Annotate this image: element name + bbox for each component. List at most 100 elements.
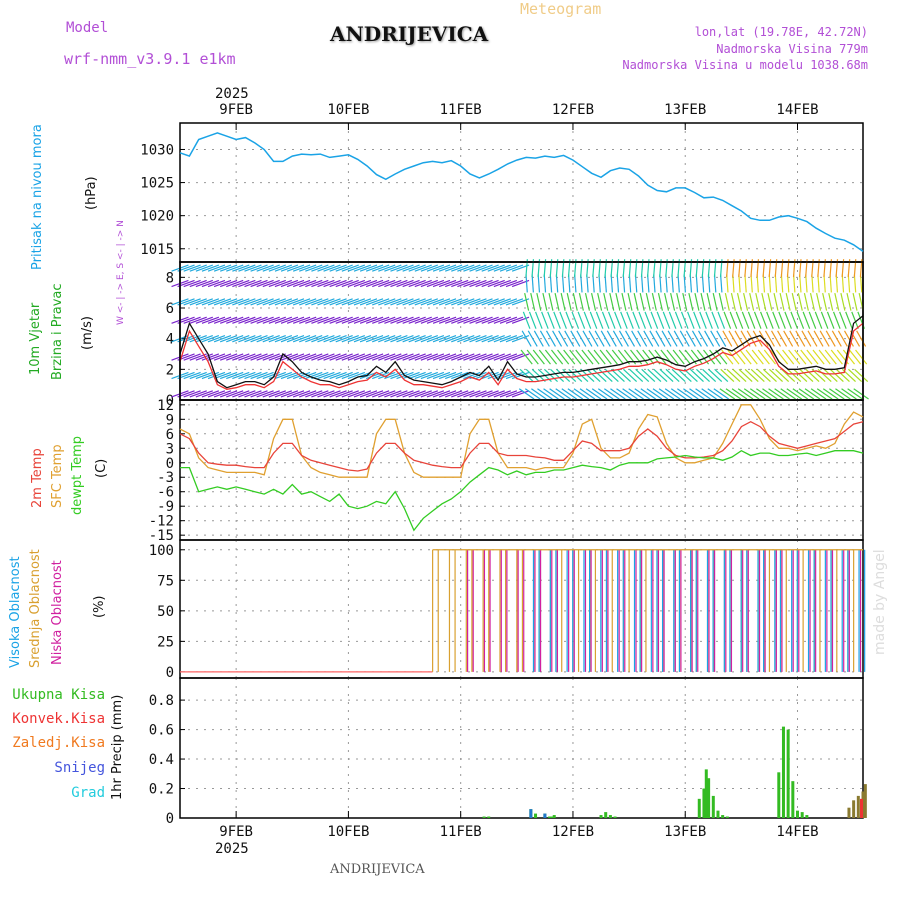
wind-arrow [848,368,863,383]
wind-arrow [657,292,663,311]
wind-arrow [189,298,207,306]
wind-arrow [493,279,511,288]
wind-arrow [568,368,583,383]
wind-arrow [750,368,765,383]
bottom-day-label: 10FEB [327,824,369,840]
wind-arrow [420,390,439,398]
precip-bar [552,815,556,818]
wind-arrow [584,292,591,311]
wind-arrow [505,279,524,288]
wind-arrow [256,353,274,361]
wind-arrow [778,311,786,329]
wind-arrow [353,316,372,324]
wind-arrow [499,316,518,324]
wind-arrow [487,298,505,306]
wind-arrow [756,368,771,383]
precip-bar [697,798,701,818]
wind-arrow [201,264,220,272]
y-tick-label: 6 [166,427,174,443]
wind-arrow [729,311,738,329]
wind-arrow [649,330,660,347]
y-tick-label: 6 [166,301,174,317]
wind-arrow [782,349,795,365]
wind-arrow [555,388,571,400]
wind-arrow [525,274,528,293]
wind-arrow [329,335,347,343]
wind-arrow [335,353,353,361]
wind-arrow [457,264,475,272]
y-tick-label: -9 [157,499,174,515]
wind-arrow [717,311,726,329]
precip-bar [608,815,612,818]
wind-arrow [262,264,280,272]
wind-arrow [445,279,463,288]
wind-arrow [644,311,653,329]
wind-arrow [576,330,587,347]
wind-arrow [783,330,794,347]
wind-arrow [274,390,293,398]
wind-arrow [213,316,232,324]
wind-arrow [589,311,598,329]
wind-arrow [634,388,650,400]
wind-arrow [573,388,590,400]
wind-arrow [280,371,299,380]
wind-arrow [463,335,481,343]
wind-arrow [557,349,570,365]
wind-arrow [805,274,808,293]
wind-arrow [481,298,499,306]
wind-arrow [766,311,774,329]
precip-bar [604,812,608,818]
wind-arrow [829,274,832,293]
wind-arrow [457,298,475,306]
wind-arrow [372,390,390,398]
wind-arrow [558,330,569,347]
wind-arrow [677,274,680,293]
top-year-label: 2025 [215,86,249,102]
wind-arrow [711,311,719,329]
wind-arrow [762,388,778,400]
wind-arrow [268,298,286,306]
wind-arrow [432,353,451,361]
wind-arrow [341,335,359,343]
wind-arrow [822,292,828,311]
wind-arrow [806,349,819,365]
wind-arrow [822,388,839,400]
wind-arrow [445,264,463,272]
wind-arrow [396,353,414,361]
wind-arrow [525,368,540,383]
snow-bar [543,813,547,818]
precip-bar [847,807,851,818]
wind-arrow [756,388,772,400]
wind-arrow [712,292,718,311]
wind-arrow [414,264,432,272]
wind-arrow [408,316,426,324]
precip-bar [534,813,538,818]
wind-arrow [244,316,262,324]
wind-arrow [189,279,207,288]
wind-arrow [414,316,432,324]
wind-arrow [195,390,213,398]
legend-snijeg: Snijeg [54,760,105,776]
precip-bar [711,795,715,818]
wind-arrow [250,390,268,398]
wind-arrow [402,316,420,324]
wind-arrow [244,353,262,361]
wind-arrow [183,316,201,324]
wind-arrow [694,292,700,311]
wind-arrow [511,335,530,343]
wind-arrow [195,298,213,306]
wind-arrow [499,264,518,272]
wind-arrow [463,298,481,306]
footer-station: ANDRIJEVICA [330,862,425,877]
wind-arrow [317,298,335,306]
wind-arrow [335,279,353,288]
wind-arrow [707,388,723,400]
wind-arrow [599,349,612,365]
wind-arrow [195,316,213,324]
wind-arrow [292,279,311,288]
wind-arrow [445,371,463,380]
wind-arrow [195,371,213,380]
wind-arrow [359,264,378,272]
wind-arrow [524,388,541,400]
wind-arrow [695,274,699,293]
